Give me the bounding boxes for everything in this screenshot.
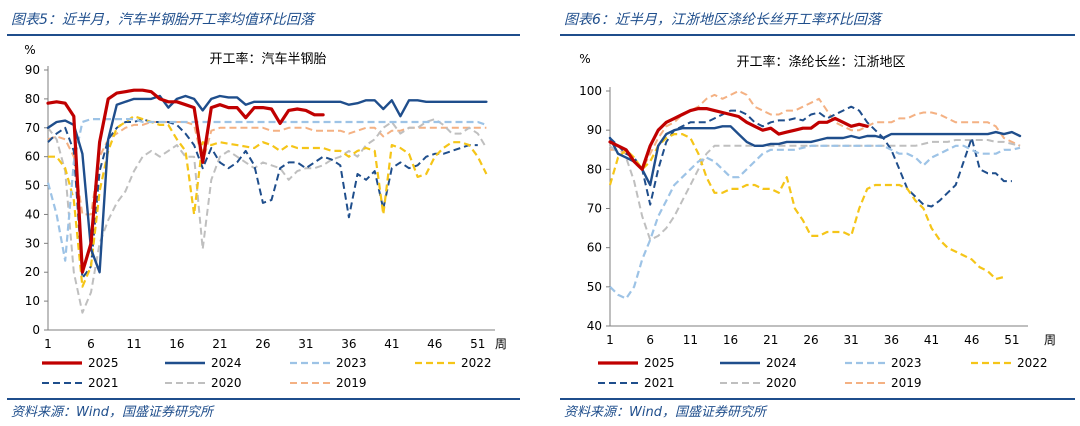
source-note: 资料来源：Wind，国盛证券研究所 xyxy=(11,405,213,420)
x-tick-label: 46 xyxy=(427,337,442,351)
title-rule xyxy=(560,34,1075,36)
x-tick-label: 51 xyxy=(1004,333,1019,347)
series-line-2019 xyxy=(610,90,1021,171)
legend-label-2023: 2023 xyxy=(336,356,367,370)
source-rule xyxy=(7,398,520,400)
title-rule xyxy=(7,34,520,36)
y-tick-label: 20 xyxy=(25,265,40,279)
x-tick-label: 26 xyxy=(255,337,270,351)
x-axis-label: 周 xyxy=(495,337,507,351)
figure-panel-right: 图表6：近半月，江浙地区涤纶长丝开工率环比回落 开工率：涤纶长丝：江浙地区% 40… xyxy=(553,0,1080,426)
y-tick-label: 60 xyxy=(587,241,602,255)
x-tick-label: 36 xyxy=(884,333,899,347)
x-tick-label: 31 xyxy=(298,337,313,351)
x-tick-label: 1 xyxy=(606,333,614,347)
legend-label-2022: 2022 xyxy=(1017,356,1048,370)
y-tick-label: 70 xyxy=(25,121,40,135)
source-note: 资料来源：Wind，国盛证券研究所 xyxy=(564,405,766,420)
x-tick-label: 46 xyxy=(964,333,979,347)
y-axis-unit-label: % xyxy=(579,52,590,66)
y-axis-unit-label: % xyxy=(24,43,35,57)
chart-title: 开工率：汽车半钢胎 xyxy=(209,51,326,67)
legend-label-2020: 2020 xyxy=(766,376,797,390)
series-line-2024 xyxy=(608,125,1022,187)
legend-label-2024: 2024 xyxy=(211,356,242,370)
legend-label-2021: 2021 xyxy=(644,376,675,390)
figure-panel-left: 图表5：近半月，汽车半钢胎开工率均值环比回落 开工率：汽车半钢胎% 0 10 20 30… xyxy=(0,0,525,426)
y-tick-label: 80 xyxy=(25,92,40,106)
x-tick-label: 51 xyxy=(470,337,485,351)
x-tick-label: 36 xyxy=(341,337,356,351)
y-tick-label: 70 xyxy=(587,202,602,216)
legend-label-2024: 2024 xyxy=(766,356,797,370)
x-tick-label: 16 xyxy=(723,333,738,347)
x-tick-label: 41 xyxy=(924,333,939,347)
legend-label-2020: 2020 xyxy=(211,376,242,390)
x-tick-label: 6 xyxy=(87,337,95,351)
legend-label-2025: 2025 xyxy=(88,356,119,370)
chart-title: 开工率：涤纶长丝：江浙地区 xyxy=(736,54,905,70)
legend-label-2025: 2025 xyxy=(644,356,675,370)
x-tick-label: 31 xyxy=(844,333,859,347)
x-tick-label: 6 xyxy=(646,333,654,347)
series-line-2024 xyxy=(46,94,488,274)
y-tick-label: 90 xyxy=(587,123,602,137)
x-tick-label: 11 xyxy=(683,333,698,347)
y-tick-label: 0 xyxy=(32,323,40,337)
series-line-2025 xyxy=(46,88,325,274)
series-line-2020 xyxy=(47,118,488,314)
figure-title: 图表6：近半月，江浙地区涤纶长丝开工率环比回落 xyxy=(564,12,881,28)
series-group xyxy=(608,90,1022,300)
x-tick-label: 41 xyxy=(384,337,399,351)
x-tick-label: 21 xyxy=(763,333,778,347)
x-tick-label: 1 xyxy=(44,337,52,351)
y-tick-label: 50 xyxy=(587,280,602,294)
series-line-2021 xyxy=(609,105,1012,208)
series-line-2022 xyxy=(608,133,1005,281)
series-group xyxy=(46,88,488,314)
legend-label-2021: 2021 xyxy=(88,376,119,390)
y-tick-label: 90 xyxy=(25,63,40,77)
y-tick-label: 100 xyxy=(579,84,602,98)
series-line-2023 xyxy=(46,118,487,262)
y-tick-label: 40 xyxy=(587,319,602,333)
source-rule xyxy=(560,398,1075,400)
series-line-2025 xyxy=(608,107,869,171)
y-tick-label: 30 xyxy=(25,236,40,250)
x-axis-label: 周 xyxy=(1044,333,1056,347)
x-tick-label: 11 xyxy=(126,337,141,351)
y-tick-label: 80 xyxy=(587,162,602,176)
x-tick-label: 21 xyxy=(212,337,227,351)
figure-title: 图表5：近半月，汽车半钢胎开工率均值环比回落 xyxy=(11,12,314,28)
legend-label-2019: 2019 xyxy=(336,376,367,390)
series-line-2022 xyxy=(48,115,488,288)
y-tick-label: 40 xyxy=(25,207,40,221)
y-tick-label: 50 xyxy=(25,179,40,193)
legend-label-2022: 2022 xyxy=(461,356,492,370)
x-tick-label: 16 xyxy=(169,337,184,351)
y-tick-label: 60 xyxy=(25,150,40,164)
series-line-2023 xyxy=(609,144,1021,300)
y-tick-label: 10 xyxy=(25,294,40,308)
x-tick-label: 26 xyxy=(803,333,818,347)
legend-label-2023: 2023 xyxy=(891,356,922,370)
legend-label-2019: 2019 xyxy=(891,376,922,390)
